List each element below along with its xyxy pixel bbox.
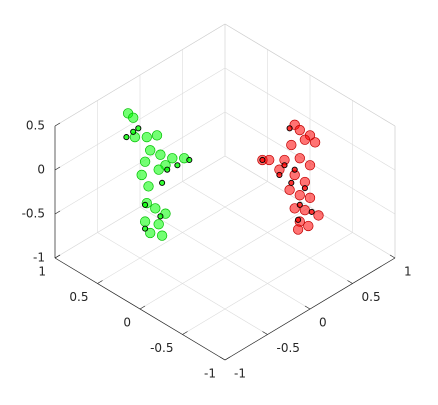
- z-tick-label: -0.5: [22, 207, 45, 221]
- point: [295, 216, 302, 223]
- point: [308, 208, 315, 215]
- point: [135, 125, 142, 132]
- point: [288, 179, 295, 186]
- point: [303, 220, 314, 232]
- point: [136, 169, 147, 181]
- z-tick: [54, 210, 61, 215]
- grid-line: [139, 206, 311, 310]
- grid-line: [224, 155, 396, 259]
- point: [292, 224, 304, 235]
- y-tick: [262, 331, 268, 335]
- point: [304, 192, 316, 203]
- z-tick-label: 0.5: [26, 119, 45, 133]
- point: [123, 134, 130, 141]
- point: [153, 219, 164, 230]
- point: [139, 156, 151, 167]
- point: [157, 213, 164, 220]
- point: [301, 185, 308, 192]
- point: [142, 225, 149, 232]
- point: [174, 162, 181, 169]
- grid-line: [224, 67, 396, 171]
- point: [294, 190, 305, 201]
- point: [296, 201, 303, 208]
- y-tick-label: -1: [234, 367, 246, 381]
- grid-line: [54, 67, 226, 171]
- z-tick: [54, 122, 61, 127]
- grid-line: [54, 111, 226, 215]
- point: [309, 137, 321, 148]
- point: [155, 149, 166, 160]
- y-tick: [219, 356, 226, 361]
- y-tick: [304, 305, 311, 310]
- x-tick: [54, 254, 61, 259]
- y-tick-label: 0: [319, 316, 327, 330]
- z-tick: [54, 166, 61, 171]
- grid-line: [97, 232, 268, 335]
- point: [128, 112, 139, 123]
- point: [151, 130, 163, 141]
- point: [143, 181, 154, 192]
- point: [299, 134, 311, 145]
- point: [130, 128, 137, 135]
- point: [159, 179, 166, 186]
- point: [281, 162, 288, 169]
- point: [276, 171, 283, 178]
- point: [186, 156, 193, 164]
- y-tick: [347, 280, 353, 284]
- point: [167, 153, 178, 164]
- x-tick: [182, 331, 188, 335]
- grid-line: [182, 181, 353, 284]
- x-tick-label: -1: [204, 367, 216, 381]
- point: [313, 210, 324, 221]
- point: [150, 203, 161, 214]
- x-tick-label: -0.5: [150, 341, 173, 355]
- point: [142, 201, 149, 208]
- z-tick-label: 0: [37, 163, 45, 177]
- point: [294, 124, 305, 136]
- point: [141, 131, 152, 143]
- point: [294, 153, 305, 164]
- point: [156, 230, 168, 241]
- y-tick-label: 1: [404, 265, 412, 279]
- x-tick-label: 0.5: [69, 290, 88, 304]
- y-tick: [389, 254, 396, 259]
- point: [259, 156, 266, 164]
- point: [164, 166, 171, 173]
- point: [286, 139, 297, 151]
- point: [304, 160, 316, 171]
- x-tick: [139, 305, 146, 310]
- grid-line: [54, 155, 226, 259]
- box-edge: [54, 23, 226, 127]
- x-tick: [97, 280, 103, 284]
- point: [145, 227, 156, 239]
- z-tick-label: -1: [33, 251, 45, 265]
- point: [153, 164, 164, 175]
- point: [264, 154, 275, 166]
- x-tick-label: 0: [123, 316, 131, 330]
- x-tick-label: 1: [38, 265, 46, 279]
- point: [291, 166, 298, 173]
- y-tick-label: -0.5: [277, 341, 300, 355]
- point: [284, 184, 295, 196]
- point: [286, 125, 293, 132]
- x-tick: [224, 356, 231, 361]
- y-tick-label: 0.5: [362, 290, 381, 304]
- box-edge: [224, 23, 396, 127]
- point: [139, 216, 151, 227]
- point: [145, 145, 156, 156]
